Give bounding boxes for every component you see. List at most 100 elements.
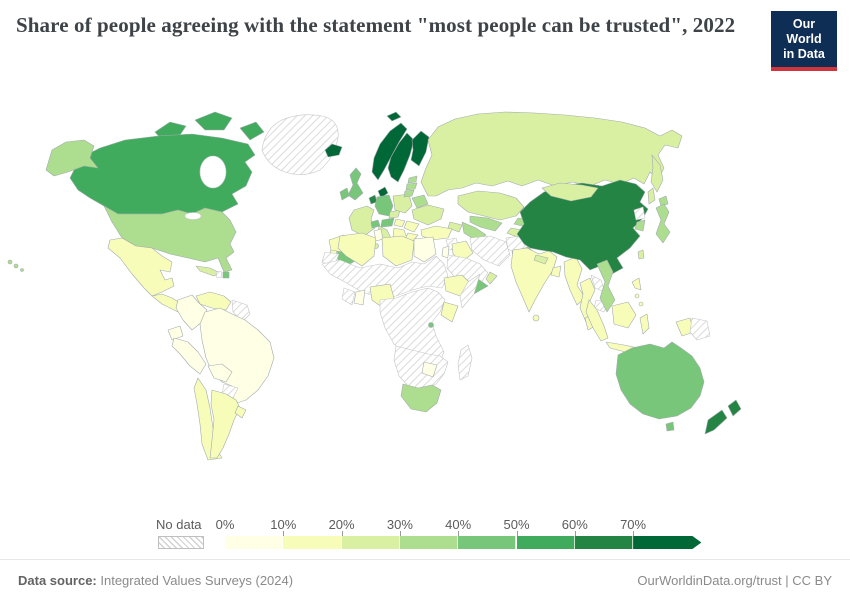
legend-tick-label: 30% — [386, 517, 413, 532]
country-germany[interactable] — [375, 195, 393, 216]
country-philippines-island[interactable] — [639, 302, 643, 306]
legend-bin-40-50%[interactable] — [458, 536, 517, 549]
country-mongolia[interactable] — [542, 183, 598, 201]
country-greenland[interactable] — [262, 115, 338, 175]
country-zimbabwe[interactable] — [422, 362, 437, 377]
country-japan-hokkaido[interactable] — [659, 196, 668, 206]
country-russia-sakhalin[interactable] — [648, 188, 655, 204]
country-papua-new-guinea[interactable] — [690, 318, 710, 340]
country-indonesia-borneo[interactable] — [612, 302, 636, 328]
country-south-korea[interactable] — [635, 220, 645, 231]
country-rwanda[interactable] — [429, 323, 434, 328]
country-new-zealand-north[interactable] — [728, 400, 741, 416]
country-hungary[interactable] — [394, 219, 405, 227]
country-new-zealand-south[interactable] — [705, 410, 727, 434]
country-venezuela[interactable] — [196, 292, 231, 310]
country-switzerland[interactable] — [371, 220, 380, 228]
country-tunisia[interactable] — [374, 229, 383, 241]
legend-bin-70%+[interactable] — [633, 536, 701, 549]
region-central-africa[interactable] — [380, 288, 445, 366]
country-south-africa[interactable] — [401, 384, 441, 412]
country-australia-tasmania[interactable] — [666, 422, 674, 431]
country-ukraine[interactable] — [412, 205, 444, 225]
legend-no-data-swatch[interactable] — [158, 536, 204, 549]
country-alaska[interactable] — [46, 140, 98, 176]
country-chile[interactable] — [194, 378, 222, 460]
country-united-kingdom[interactable] — [348, 168, 363, 200]
legend-bin-0-10%[interactable] — [225, 536, 284, 549]
country-canada-arctic[interactable] — [240, 122, 264, 140]
country-hawaii[interactable] — [14, 264, 18, 268]
country-haiti[interactable] — [216, 271, 222, 278]
country-libya[interactable] — [382, 236, 414, 266]
country-philippines-island[interactable] — [635, 294, 639, 298]
country-belarus[interactable] — [412, 195, 428, 208]
country-mexico[interactable] — [108, 238, 174, 296]
country-poland[interactable] — [393, 194, 412, 213]
country-myanmar[interactable] — [564, 257, 585, 305]
country-iceland[interactable] — [325, 144, 342, 157]
country-svalbard[interactable] — [387, 112, 401, 121]
country-turkey[interactable] — [421, 226, 452, 240]
country-denmark[interactable] — [378, 187, 388, 198]
country-canada[interactable] — [70, 134, 255, 214]
country-somalia[interactable] — [460, 274, 480, 308]
country-oman[interactable] — [486, 272, 497, 284]
country-iran[interactable] — [470, 236, 510, 266]
country-bolivia[interactable] — [208, 364, 232, 382]
country-algeria[interactable] — [338, 233, 376, 266]
license-link[interactable]: OurWorldinData.org/trust | CC BY — [637, 572, 832, 588]
country-canada-arctic[interactable] — [195, 112, 232, 130]
country-nepal[interactable] — [534, 255, 548, 264]
country-finland[interactable] — [411, 131, 429, 166]
country-hawaii[interactable] — [8, 260, 12, 264]
country-kazakhstan[interactable] — [458, 191, 524, 220]
country-kenya[interactable] — [441, 302, 458, 322]
country-hawaii[interactable] — [21, 269, 24, 272]
country-indonesia-sumatra[interactable] — [586, 300, 608, 341]
country-india[interactable] — [511, 248, 557, 312]
country-latvia[interactable] — [406, 183, 417, 190]
country-sri-lanka[interactable] — [533, 315, 539, 321]
country-sweden[interactable] — [388, 133, 414, 182]
country-ghana[interactable] — [354, 290, 365, 305]
country-cote-divoire[interactable] — [342, 288, 355, 305]
country-argentina[interactable] — [210, 390, 240, 458]
country-russia-kamchatka[interactable] — [651, 155, 663, 192]
legend-bin-50-60%[interactable] — [516, 536, 575, 549]
country-taiwan[interactable] — [638, 250, 644, 259]
country-peru[interactable] — [172, 338, 206, 374]
world-map — [0, 95, 850, 510]
country-egypt[interactable] — [414, 237, 436, 262]
country-north-korea[interactable] — [634, 207, 645, 220]
region-southern-africa[interactable] — [394, 346, 448, 390]
owid-logo[interactable]: Our World in Data — [771, 11, 837, 71]
region-caucasus[interactable] — [448, 222, 462, 232]
country-bangladesh[interactable] — [551, 266, 561, 277]
country-austria[interactable] — [381, 218, 394, 227]
country-lithuania[interactable] — [404, 190, 414, 197]
country-france[interactable] — [349, 206, 375, 236]
legend-bin-10-20%[interactable] — [283, 536, 342, 549]
legend-bin-20-30%[interactable] — [341, 536, 400, 549]
country-estonia[interactable] — [408, 176, 417, 183]
country-australia[interactable] — [616, 342, 704, 419]
country-norway[interactable] — [372, 123, 407, 180]
country-russia[interactable] — [421, 112, 682, 196]
country-ireland[interactable] — [340, 188, 349, 200]
country-romania[interactable] — [404, 221, 419, 232]
legend-bin-30-40%[interactable] — [399, 536, 459, 549]
country-indonesia-sulawesi[interactable] — [640, 314, 649, 334]
country-uruguay[interactable] — [235, 406, 246, 418]
country-philippines[interactable] — [632, 278, 641, 290]
region-guianas[interactable] — [232, 300, 250, 322]
country-ecuador[interactable] — [168, 326, 183, 340]
country-uzbekistan[interactable] — [470, 216, 502, 231]
legend-bin-60-70%[interactable] — [574, 536, 634, 549]
country-japan[interactable] — [656, 204, 670, 243]
country-madagascar[interactable] — [458, 345, 472, 380]
country-dominican-republic[interactable] — [223, 272, 229, 278]
country-brazil[interactable] — [200, 308, 274, 404]
owid-logo-line1: Our World — [786, 17, 822, 46]
country-vietnam[interactable] — [597, 260, 615, 312]
